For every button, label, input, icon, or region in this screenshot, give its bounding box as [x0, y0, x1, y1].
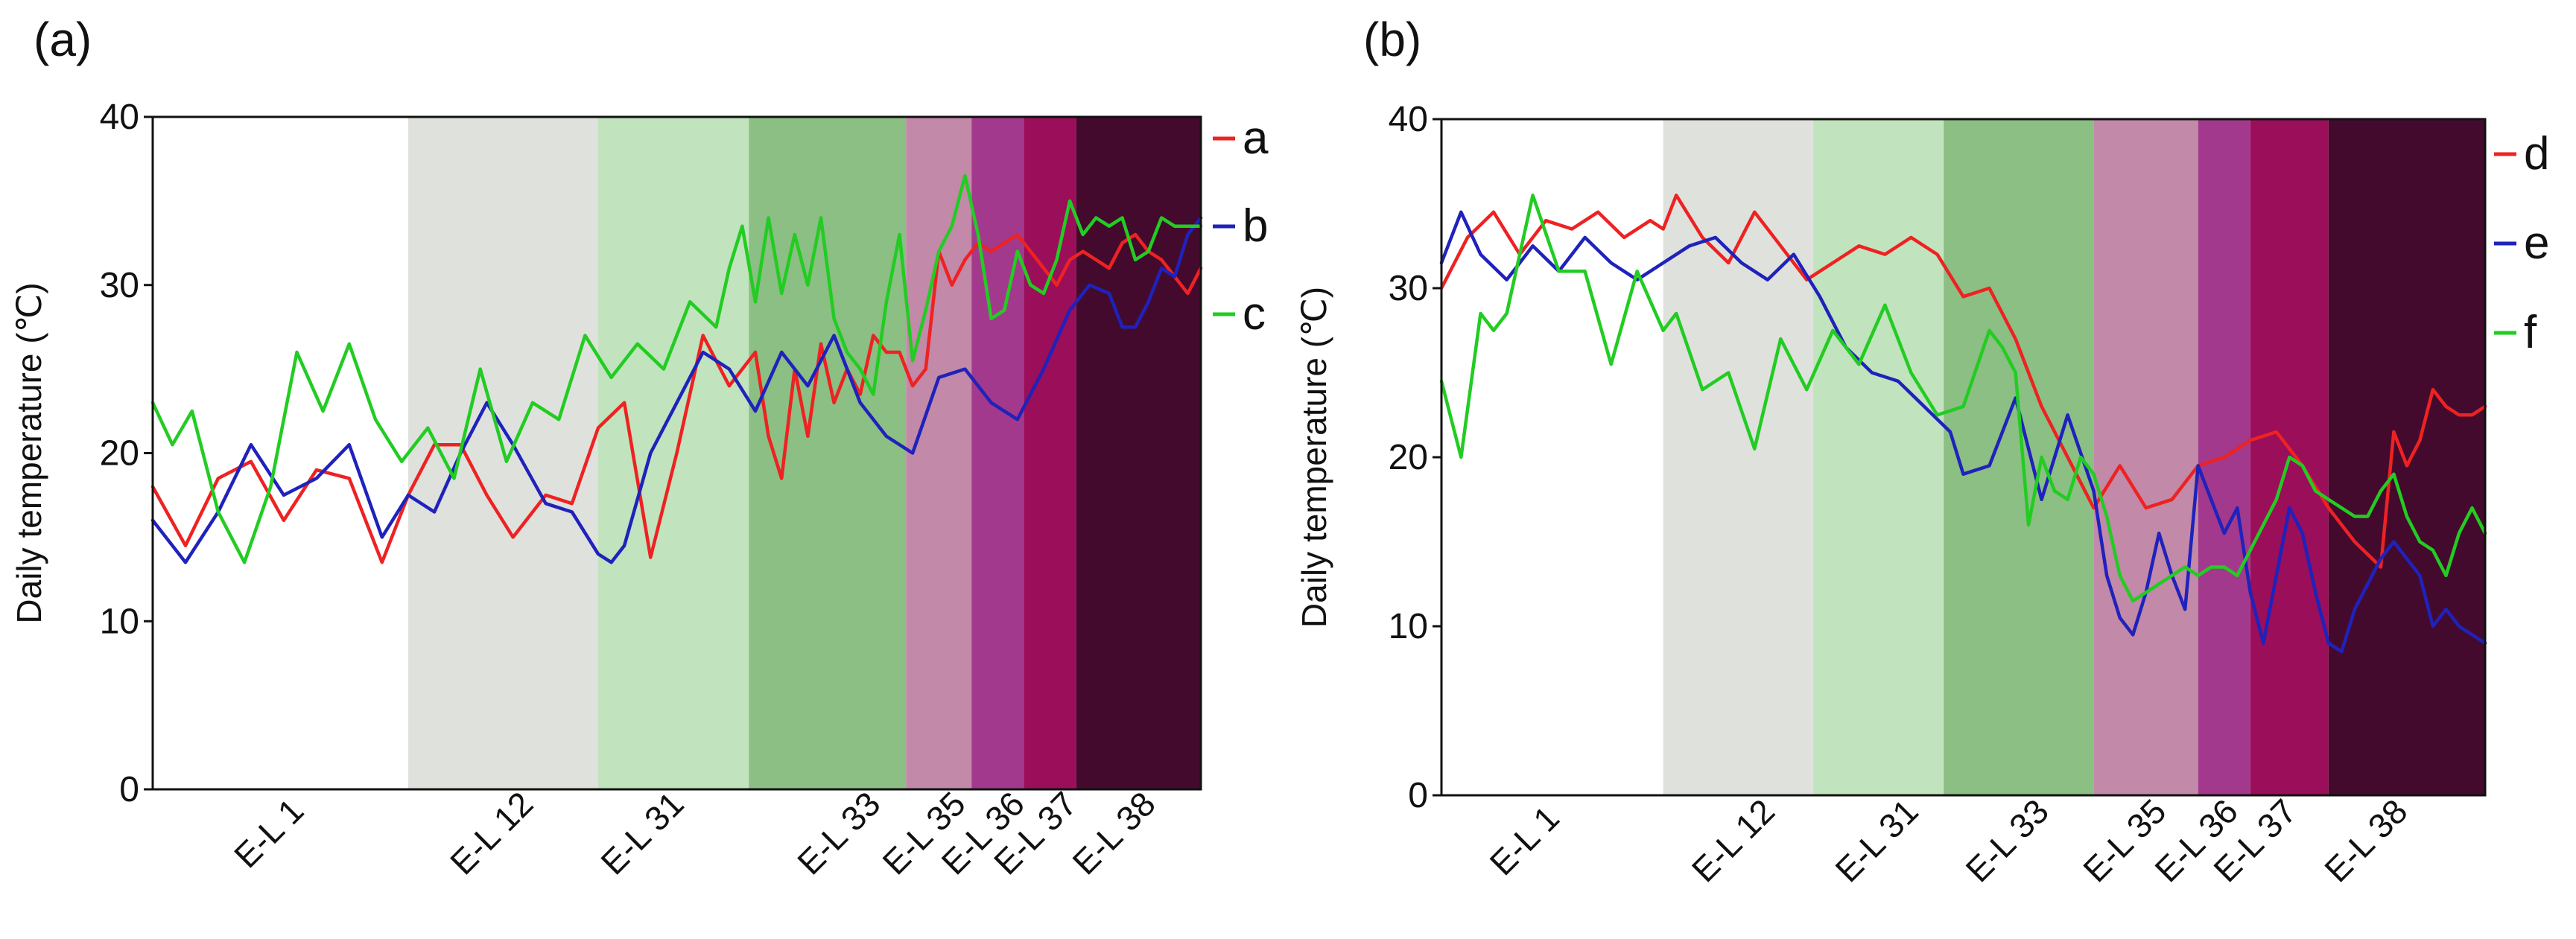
legend-label: e	[2524, 217, 2549, 269]
stage-label: E-L 38	[2317, 792, 2414, 889]
stage-band	[597, 117, 749, 789]
stage-label: E-L 1	[226, 791, 311, 875]
stage-band	[2328, 119, 2485, 795]
legend-label: d	[2524, 128, 2549, 179]
series-line-c	[150, 174, 1203, 564]
series-line-d	[1439, 193, 2487, 569]
series-line-a	[150, 232, 1203, 564]
series-line-f	[1439, 193, 2487, 603]
stage-band	[1813, 119, 1944, 795]
series-line-e	[1439, 210, 2487, 654]
stage-band	[2093, 119, 2198, 795]
stage-band	[1944, 119, 2094, 795]
y-tick-label: 40	[1389, 100, 1428, 139]
stage-band	[153, 117, 408, 789]
y-tick-label: 20	[100, 434, 139, 474]
stage-label: E-L 31	[1827, 792, 1925, 889]
stage-label: E-L 12	[1684, 792, 1782, 889]
y-tick-label: 40	[100, 98, 139, 137]
y-tick-label: 10	[100, 602, 139, 641]
stage-label: E-L 12	[442, 784, 540, 882]
stage-label: E-L 35	[2075, 792, 2173, 889]
y-tick-label: 0	[1408, 776, 1428, 815]
stage-band	[1663, 119, 1814, 795]
stage-label: E-L 1	[1482, 798, 1567, 882]
chart-panel-0: (a)E-L 1 E-L 12 E-L 31 E-L 33E-L 35E-L 36E-…	[10, 13, 1269, 882]
y-tick-label: 30	[1389, 269, 1428, 308]
stage-band	[1024, 117, 1076, 789]
stage-band	[1441, 119, 1663, 795]
legend-label: b	[1243, 200, 1268, 252]
y-axis-label: Daily temperature (℃)	[1295, 287, 1333, 628]
stage-band	[906, 117, 972, 789]
series-line-b	[150, 216, 1203, 564]
y-tick-label: 0	[119, 770, 139, 809]
stage-band	[1076, 117, 1201, 789]
y-tick-label: 30	[100, 266, 139, 305]
legend-label: a	[1243, 112, 1269, 164]
y-tick-label: 10	[1389, 607, 1428, 646]
stage-label: E-L 33	[1958, 792, 2056, 889]
chart-panel-1: (b)E-L 1 E-L 12 E-L 31 E-L 33 E-L 35E-L 36E-…	[1295, 13, 2549, 889]
stage-label: E-L 33	[790, 784, 887, 882]
stage-band	[971, 117, 1024, 789]
legend-label: f	[2524, 307, 2537, 358]
panel-label: (b)	[1363, 13, 1421, 66]
stage-label: E-L 31	[593, 784, 691, 882]
y-axis-label: Daily temperature (℃)	[10, 282, 48, 623]
panel-label: (a)	[34, 13, 92, 66]
stage-label: E-L 38	[1065, 784, 1162, 882]
legend-label: c	[1243, 288, 1266, 340]
y-tick-label: 20	[1389, 438, 1428, 477]
